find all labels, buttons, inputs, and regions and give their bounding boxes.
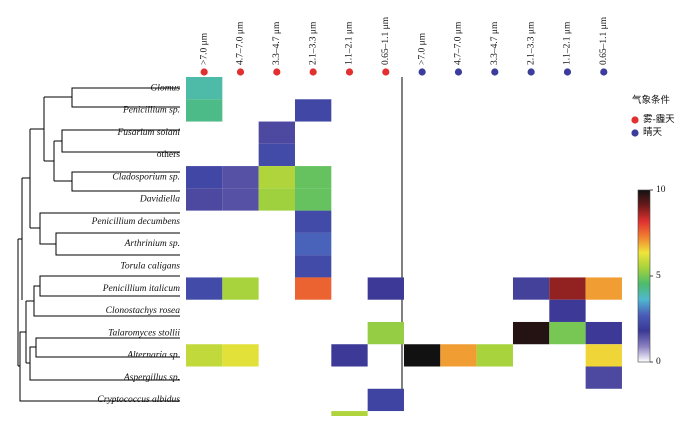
group-dot <box>454 68 463 76</box>
heat-cell <box>403 344 441 367</box>
heat-cell <box>186 344 223 367</box>
group-dot <box>200 68 208 76</box>
colorbar-tick-label: 5 <box>656 271 661 281</box>
heat-cell <box>549 321 586 345</box>
heat-cell <box>222 166 259 189</box>
heat-cell <box>585 366 622 389</box>
heat-cell <box>512 277 550 300</box>
heat-cell <box>585 321 622 345</box>
legend-label: 晴天 <box>643 126 663 138</box>
row-label: Penicillium italicum <box>102 284 180 294</box>
group-dot <box>600 68 608 76</box>
row-label: Fusarium solani <box>116 128 180 138</box>
heat-cell <box>294 166 332 189</box>
column-label: 0.65–1.1 μm <box>599 16 609 65</box>
row-label: Aspergillus sp. <box>123 373 180 383</box>
colorbar-tick-label: 0 <box>656 357 661 367</box>
heat-cell <box>186 99 223 122</box>
legend-title: 气象条件 <box>632 94 671 106</box>
heat-cell <box>258 121 295 144</box>
heat-cell <box>186 188 223 211</box>
row-label: Glomus <box>150 83 180 93</box>
heat-cell <box>258 188 295 211</box>
heat-cell <box>331 344 368 367</box>
column-label: 2.1–3.3 μm <box>308 21 318 65</box>
heat-cell <box>549 277 586 300</box>
group-dot <box>236 68 245 76</box>
column-label: 3.3–4.7 μm <box>490 21 500 65</box>
row-label: Penicillium decumbens <box>91 217 181 227</box>
legend-marker <box>631 116 639 124</box>
heat-cell <box>512 321 550 345</box>
row-label: Clonostachys rosea <box>106 306 181 316</box>
heat-cell <box>367 277 404 300</box>
column-label: 3.3–4.7 μm <box>272 21 282 65</box>
heat-cell <box>222 344 259 367</box>
colorbar <box>637 189 651 363</box>
group-dot <box>527 68 535 76</box>
heat-cell <box>367 388 404 412</box>
legend-marker <box>631 129 639 137</box>
heat-cell <box>294 210 332 233</box>
heat-cell <box>294 277 332 300</box>
heat-cell <box>186 166 223 189</box>
heat-cell <box>186 277 223 300</box>
group-dot <box>273 68 281 76</box>
heat-cell <box>294 99 332 122</box>
row-label: Davidiella <box>139 195 180 205</box>
dendrogram <box>17 87 180 402</box>
row-label: Cladosporium sp. <box>112 172 180 182</box>
group-dot <box>563 68 572 76</box>
heat-cell <box>294 255 332 278</box>
column-label: 1.1–2.1 μm <box>345 21 355 65</box>
heat-cell <box>585 277 622 300</box>
colorbar-tick-label: 10 <box>656 185 666 195</box>
legend-label: 雾-霾天 <box>643 114 675 125</box>
heat-cell <box>294 188 332 211</box>
heat-cell <box>294 232 332 256</box>
column-label: 0.65–1.1 μm <box>381 16 391 65</box>
column-label: >7.0 μm <box>417 32 427 65</box>
row-label: others <box>157 150 181 160</box>
group-dot <box>491 68 499 76</box>
row-label: Arthrinium sp. <box>124 239 180 249</box>
column-label: 4.7–7.0 μm <box>454 21 464 65</box>
column-label: 2.1–3.3 μm <box>526 21 536 65</box>
heat-cell <box>258 143 295 167</box>
group-dot <box>345 68 354 76</box>
heat-cell <box>549 299 586 322</box>
heat-cell <box>186 77 223 100</box>
row-label: Cryptococcus albidus <box>97 395 180 405</box>
heat-cell <box>258 166 295 189</box>
group-dot <box>382 68 390 76</box>
group-dot <box>309 68 317 76</box>
heat-cell <box>367 321 404 345</box>
column-label: 4.7–7.0 μm <box>236 21 246 65</box>
column-label: >7.0 μm <box>199 32 209 65</box>
row-label: Penicillium sp. <box>122 106 180 116</box>
heat-cell <box>440 344 477 367</box>
heat-cell <box>222 277 259 300</box>
heat-cell <box>331 411 368 421</box>
row-label: Alternaria sp. <box>126 351 180 361</box>
row-label: Torula caligans <box>120 261 180 271</box>
group-dot <box>418 68 426 76</box>
column-label: 1.1–2.1 μm <box>563 21 573 65</box>
heat-cell <box>476 344 513 367</box>
heat-cell <box>585 344 622 367</box>
heat-cell <box>222 188 259 211</box>
row-label: Talaromyces stollii <box>108 328 180 338</box>
